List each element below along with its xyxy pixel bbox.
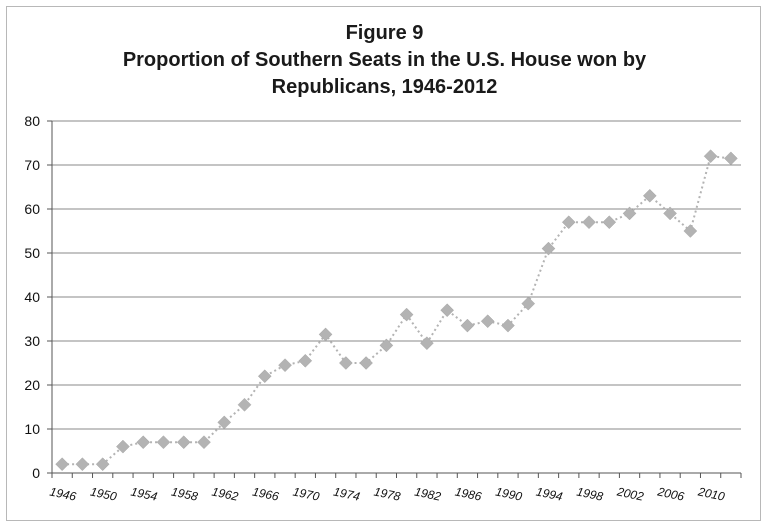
y-tick-label: 60 <box>24 201 40 217</box>
data-point <box>136 435 151 450</box>
data-point <box>420 336 434 351</box>
data-point <box>642 188 657 203</box>
y-tick-label: 10 <box>24 421 40 437</box>
data-point <box>602 215 617 230</box>
chart-title-line-1: Figure 9 <box>345 22 424 44</box>
data-point <box>217 415 232 430</box>
data-point <box>156 435 171 450</box>
data-point <box>501 318 515 333</box>
data-point <box>440 303 455 318</box>
data-point <box>521 296 536 311</box>
y-tick-label: 40 <box>24 289 40 305</box>
data-point <box>399 307 414 322</box>
data-point <box>541 241 556 256</box>
y-tick-label: 50 <box>24 245 40 261</box>
data-point <box>663 206 677 221</box>
x-tick-label: 1990 <box>494 484 523 503</box>
data-point <box>460 318 475 333</box>
data-point <box>75 457 90 472</box>
chart-frame <box>6 6 761 521</box>
data-point <box>257 369 272 384</box>
x-tick-label: 1970 <box>292 484 321 503</box>
data-point <box>622 206 637 221</box>
y-tick-label: 20 <box>24 377 40 393</box>
x-tick-label: 2006 <box>655 484 685 504</box>
x-tick-label: 1954 <box>130 484 159 503</box>
x-tick-label: 1958 <box>170 484 199 503</box>
data-point <box>480 314 495 329</box>
data-point <box>55 457 69 472</box>
data-point <box>338 356 353 370</box>
data-point <box>176 435 191 450</box>
data-point <box>683 224 698 238</box>
x-tick-label: 1998 <box>575 484 604 503</box>
chart-title-line-2: Proportion of Southern Seats in the U.S.… <box>122 49 647 71</box>
x-tick-label: 1962 <box>211 484 240 503</box>
y-tick-label: 30 <box>24 333 40 349</box>
data-point <box>298 353 313 368</box>
x-tick-label: 1974 <box>332 484 361 503</box>
data-point <box>95 457 110 472</box>
data-point <box>116 439 130 454</box>
x-tick-label: 1946 <box>48 484 77 503</box>
y-tick-label: 80 <box>24 113 40 129</box>
data-point <box>561 215 576 230</box>
data-point <box>278 358 292 373</box>
x-tick-label: 2010 <box>696 484 726 504</box>
y-tick-label: 0 <box>32 465 40 481</box>
data-point <box>582 215 596 230</box>
data-point <box>703 149 718 164</box>
x-tick-label: 2002 <box>615 484 645 504</box>
chart-title-line-3: Republicans, 1946-2012 <box>271 76 498 98</box>
x-tick-label: 1994 <box>535 484 564 503</box>
data-point <box>237 397 252 412</box>
data-point <box>359 356 373 370</box>
x-tick-label: 1950 <box>89 484 118 503</box>
data-point <box>724 151 738 166</box>
y-tick-label: 70 <box>24 157 40 173</box>
series-line <box>62 155 732 466</box>
data-point <box>379 338 394 353</box>
data-point <box>318 327 333 342</box>
x-tick-label: 1986 <box>454 484 483 503</box>
x-tick-label: 1978 <box>373 484 402 503</box>
x-tick-label: 1982 <box>413 484 442 503</box>
data-point <box>197 435 211 450</box>
x-tick-label: 1966 <box>251 484 280 503</box>
